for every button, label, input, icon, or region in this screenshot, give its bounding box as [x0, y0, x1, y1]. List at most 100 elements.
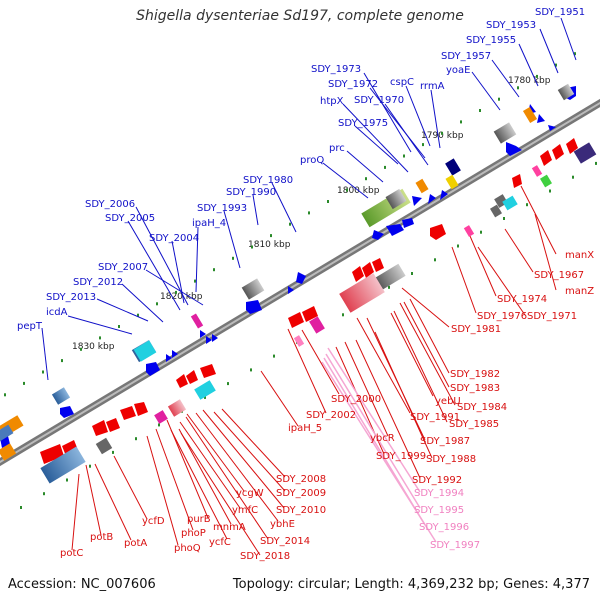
gc-skew-dot	[227, 382, 229, 386]
gc-skew-dot	[384, 165, 386, 169]
gene-label: SDY_1994	[414, 488, 464, 499]
forward-blocks	[0, 83, 575, 442]
gc-skew-dot	[555, 63, 557, 67]
gc-skew-dot	[158, 423, 160, 427]
gene-label: SDY_1995	[414, 505, 464, 516]
accession-text: Accession: NC_007606	[8, 577, 156, 592]
gc-skew-dot	[61, 359, 63, 363]
gene-label: SDY_1992	[412, 475, 462, 486]
gene-label: SDY_1967	[534, 270, 584, 281]
faded-labels: SDY_1994 SDY_1995 SDY_1996 SDY_1997	[414, 488, 480, 551]
gene-label: SDY_1999	[376, 451, 426, 462]
gene-label: SDY_2012	[73, 277, 123, 288]
gc-skew-dot	[308, 211, 310, 215]
gc-skew-dot	[480, 230, 482, 234]
gene-label: SDY_1990	[226, 187, 276, 198]
gc-skew-dot	[388, 285, 390, 289]
gc-skew-dot	[503, 217, 505, 220]
gc-skew-dot	[411, 272, 413, 275]
gc-skew-dot	[250, 368, 252, 372]
gc-skew-dot	[89, 464, 91, 468]
gc-skew-dot	[273, 354, 275, 358]
gene-label: SDY_1976	[477, 311, 527, 322]
gc-skew-dot	[457, 244, 459, 248]
gc-skew-dot	[536, 74, 538, 78]
upper-labels: SDY_1951 SDY_1953 SDY_1955 SDY_1957 yoaE…	[17, 7, 585, 332]
forward-gene	[60, 406, 74, 418]
gene-label: SDY_2007	[98, 262, 148, 273]
gc-skew-dot	[251, 245, 253, 249]
forward-gene	[288, 286, 294, 294]
gene-label: ipaH_4	[192, 218, 226, 229]
gc-skew-dot	[137, 313, 139, 317]
forward-gene	[537, 114, 545, 123]
forward-gene	[146, 362, 160, 376]
gene-label: proQ	[300, 155, 324, 166]
gc-skew-dot	[156, 302, 158, 306]
gc-skew-dot	[66, 478, 68, 482]
gc-skew-dot	[289, 222, 291, 226]
gene-label: SDY_1974	[497, 294, 547, 305]
lower-connectors	[71, 185, 557, 556]
gene-label: SDY_1993	[197, 203, 247, 214]
gene-label: htpX	[320, 96, 344, 107]
gene-label: potC	[60, 548, 83, 559]
gene-label: SDY_2002	[306, 410, 356, 421]
forward-gene	[428, 194, 436, 204]
gene-label: purB	[187, 514, 211, 525]
gc-skew-track	[4, 52, 597, 509]
gene-label: SDY_1971	[527, 311, 577, 322]
gene-label: SDY_1997	[430, 540, 480, 551]
gc-skew-dot	[213, 268, 215, 272]
gene-label: SDY_2010	[276, 505, 326, 516]
gene-label: rrmA	[420, 81, 445, 92]
kbp-tick: 1820 kbp	[160, 292, 203, 302]
gc-skew-dot	[327, 200, 329, 203]
forward-gene	[212, 334, 218, 342]
forward-gene	[386, 224, 404, 236]
gene-label: ycfC	[209, 537, 231, 548]
reverse-genes	[0, 138, 597, 484]
gene-label: SDY_2008	[276, 474, 326, 485]
gene-label: yebU	[435, 396, 461, 407]
gc-skew-dot	[204, 395, 206, 399]
gene-label: SDY_1951	[535, 7, 585, 18]
gc-skew-dot	[595, 161, 597, 165]
gene-label: SDY_1970	[354, 95, 404, 106]
gene-label: SDY_2018	[240, 551, 290, 562]
gene-label: SDY_1983	[450, 383, 500, 394]
gc-skew-dot	[175, 290, 177, 294]
gc-skew-dot	[479, 109, 481, 112]
gene-label: manX	[565, 250, 594, 261]
gene-label: SDY_1988	[426, 454, 476, 465]
gc-skew-dot	[434, 258, 436, 262]
forward-gene	[412, 196, 422, 206]
summary-text: Topology: circular; Length: 4,369,232 bp…	[232, 577, 590, 592]
genome-title: Shigella dysenteriae Sd197, complete gen…	[136, 8, 464, 24]
gene-label: SDY_1984	[457, 402, 507, 413]
forward-gene	[440, 190, 448, 200]
gc-skew-dot	[549, 189, 551, 193]
gene-label: SDY_1981	[451, 324, 501, 335]
gene-label: phoP	[181, 528, 206, 539]
gene-label: SDY_2005	[105, 213, 155, 224]
gene-label: prc	[329, 143, 345, 154]
gene-label: SDY_1985	[449, 419, 499, 430]
forward-gene	[166, 354, 172, 362]
gc-skew-dot	[517, 86, 519, 90]
gc-skew-dot	[572, 175, 574, 179]
gene-label: SDY_1955	[466, 35, 516, 46]
gene-label: yoaE	[446, 65, 470, 76]
forward-gene	[548, 125, 556, 131]
gc-skew-dot	[4, 393, 6, 397]
gc-skew-dot	[270, 234, 272, 238]
gene-label: SDY_2004	[149, 233, 199, 244]
lower-labels: manX SDY_1967 manZ SDY_1974 SDY_1976 SDY…	[60, 250, 594, 562]
gene-label: SDY_1972	[328, 79, 378, 90]
gc-skew-dot	[574, 52, 576, 56]
upper-connectors	[41, 17, 577, 381]
gene-label: potA	[124, 538, 147, 549]
gc-skew-dot	[118, 325, 120, 328]
gc-skew-dot	[403, 154, 405, 158]
